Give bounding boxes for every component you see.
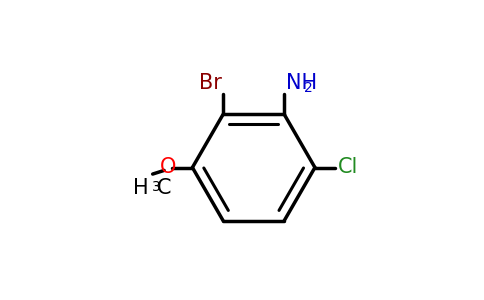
Text: C: C xyxy=(156,178,171,198)
Text: Br: Br xyxy=(199,73,222,93)
Text: 3: 3 xyxy=(152,181,161,194)
Text: 2: 2 xyxy=(304,82,313,95)
Text: NH: NH xyxy=(286,73,317,93)
Text: Cl: Cl xyxy=(338,158,359,178)
Text: H: H xyxy=(133,178,148,198)
Text: O: O xyxy=(159,158,176,178)
